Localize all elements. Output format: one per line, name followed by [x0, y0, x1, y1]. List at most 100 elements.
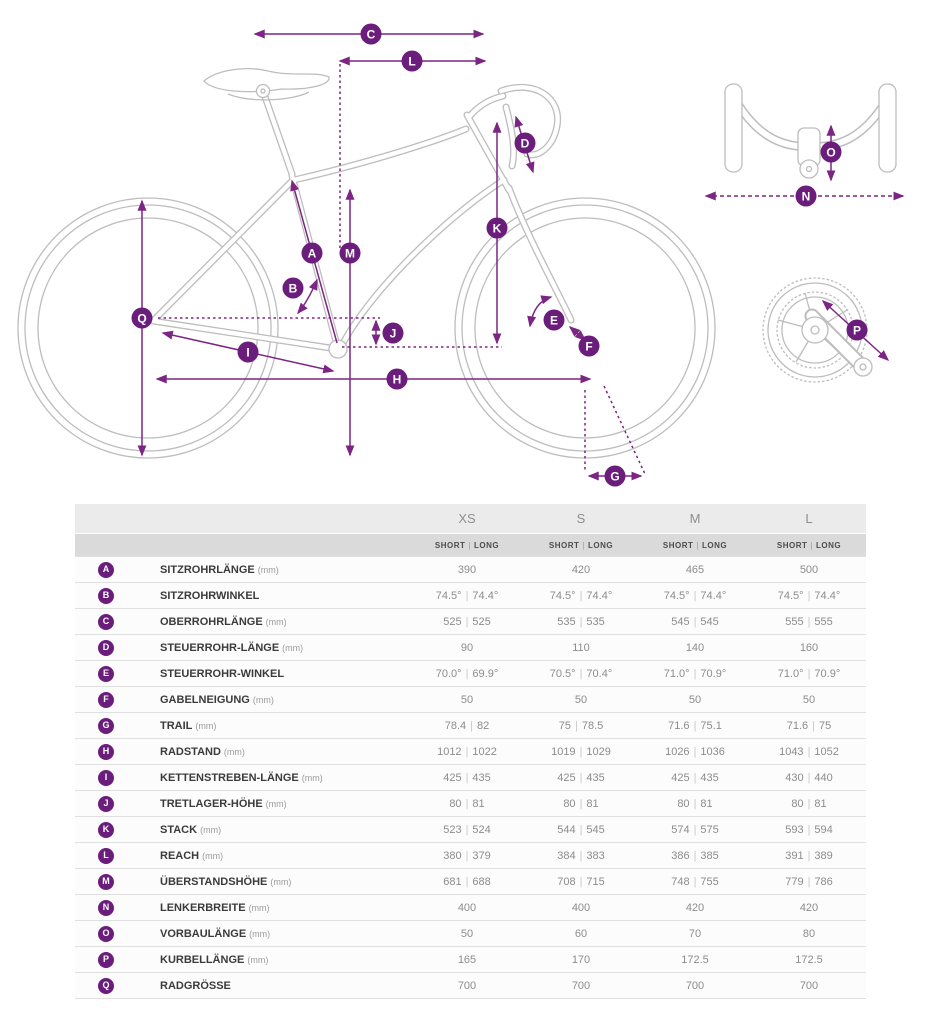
row-label-cell: B SITZROHRWINKEL: [75, 587, 410, 604]
row-letter-badge-Q: Q: [98, 977, 114, 994]
value-cell-K-XS: 523 | 524: [443, 823, 491, 836]
row-letter-badge-D: D: [98, 639, 114, 656]
row-label-cell: O VORBAULÄNGE (mm): [75, 925, 410, 942]
row-label-text: STEUERROHR-WINKEL: [160, 667, 285, 680]
value-cell-A-XS: 390: [457, 563, 477, 576]
table-row-K: K STACK (mm) 523 | 524 544 | 545 574 | 575 593 | 594: [75, 817, 866, 843]
value-cell-K-M: 574 | 575: [671, 823, 719, 836]
diagram-marker-Q: Q: [131, 307, 153, 329]
value-cell-D-XS: 90: [460, 641, 474, 654]
value-cell-B-L: 74.5° | 74.4°: [777, 589, 841, 602]
value-cell-E-XS: 70.0° | 69.9°: [435, 667, 499, 680]
table-row-Q: Q RADGRÖSSE 700 700 700 700: [75, 973, 866, 999]
table-body: A SITZROHRLÄNGE (mm) 390 420 465 500 B SITZROHRW…: [75, 556, 866, 999]
value-cell-L-S: 384 | 383: [557, 849, 605, 862]
value-cell-E-L: 71.0° | 70.9°: [777, 667, 841, 680]
row-letter-badge-C: C: [98, 613, 114, 630]
variant-header-L: SHORT | LONG: [776, 540, 842, 550]
row-unit: (mm): [249, 928, 271, 939]
value-cell-J-XS: 80 | 81: [449, 797, 485, 810]
row-label-text: KETTENSTREBEN-LÄNGE (mm): [160, 771, 323, 784]
value-cell-Q-L: 700: [799, 979, 819, 992]
value-cell-G-L: 71.6 | 75: [786, 719, 832, 732]
variant-header-M: SHORT | LONG: [662, 540, 728, 550]
diagram-marker-N: N: [795, 185, 817, 207]
value-cell-L-L: 391 | 389: [785, 849, 833, 862]
value-cell-F-M: 50: [688, 693, 702, 706]
value-cell-O-S: 60: [574, 927, 588, 940]
bottom-bracket: [328, 339, 348, 359]
row-letter-badge-A: A: [98, 561, 114, 578]
row-unit: (mm): [252, 694, 274, 705]
value-cell-J-L: 80 | 81: [791, 797, 827, 810]
value-cell-I-M: 425 | 435: [671, 771, 719, 784]
row-label-cell: C OBERROHRLÄNGE (mm): [75, 613, 410, 630]
value-cell-J-M: 80 | 81: [677, 797, 713, 810]
table-row-E: E STEUERROHR-WINKEL 70.0° | 69.9° 70.5° | 70.4°…: [75, 661, 866, 687]
table-row-F: F GABELNEIGUNG (mm) 50 50 50 50: [75, 687, 866, 713]
table-row-L: L REACH (mm) 380 | 379 384 | 383 386 | 385 391 | 389: [75, 843, 866, 869]
table-row-J: J TRETLAGER-HÖHE (mm) 80 | 81 80 | 81 80 | 81 80 | 81: [75, 791, 866, 817]
row-unit: (mm): [257, 564, 279, 575]
value-cell-C-XS: 525 | 525: [443, 615, 491, 628]
row-unit: (mm): [265, 798, 287, 809]
row-label-text: RADSTAND (mm): [160, 745, 245, 758]
row-letter-badge-P: P: [98, 951, 114, 968]
value-cell-P-L: 172.5: [795, 953, 823, 966]
row-label-text: SITZROHRLÄNGE (mm): [160, 563, 279, 576]
row-unit: (mm): [301, 772, 323, 783]
row-label-text: TRETLAGER-HÖHE (mm): [160, 797, 287, 810]
diagram-marker-L: L: [401, 50, 423, 72]
value-cell-G-XS: 78.4 | 82: [444, 719, 490, 732]
value-cell-G-M: 71.6 | 75.1: [668, 719, 722, 732]
row-label-text: TRAIL (mm): [160, 719, 217, 732]
table-row-O: O VORBAULÄNGE (mm) 50 60 70 80: [75, 921, 866, 947]
row-unit: (mm): [223, 746, 245, 757]
row-label-cell: H RADSTAND (mm): [75, 743, 410, 760]
row-letter-badge-F: F: [98, 691, 114, 708]
table-row-A: A SITZROHRLÄNGE (mm) 390 420 465 500: [75, 556, 866, 583]
table-row-N: N LENKERBREITE (mm) 400 400 420 420: [75, 895, 866, 921]
table-row-B: B SITZROHRWINKEL 74.5° | 74.4° 74.5° | 74.4° 74.…: [75, 583, 866, 609]
value-cell-E-M: 71.0° | 70.9°: [663, 667, 727, 680]
value-cell-B-XS: 74.5° | 74.4°: [435, 589, 499, 602]
value-cell-H-M: 1026 | 1036: [665, 745, 725, 758]
value-cell-I-L: 430 | 440: [785, 771, 833, 784]
value-cell-D-L: 160: [799, 641, 819, 654]
value-cell-A-L: 500: [799, 563, 819, 576]
diagram-marker-M: M: [339, 242, 361, 264]
value-cell-M-S: 708 | 715: [557, 875, 605, 888]
row-label-text: VORBAULÄNGE (mm): [160, 927, 271, 940]
value-cell-N-L: 420: [799, 901, 819, 914]
row-label-text: KURBELLÄNGE (mm): [160, 953, 269, 966]
diagram-marker-A: A: [301, 242, 323, 264]
row-label-cell: J TRETLAGER-HÖHE (mm): [75, 795, 410, 812]
row-label-text: RADGRÖSSE: [160, 979, 231, 992]
value-cell-B-M: 74.5° | 74.4°: [663, 589, 727, 602]
row-label-cell: F GABELNEIGUNG (mm): [75, 691, 410, 708]
value-cell-H-XS: 1012 | 1022: [437, 745, 497, 758]
diagram-marker-D: D: [514, 132, 536, 154]
row-label-text: STACK (mm): [160, 823, 222, 836]
value-cell-M-M: 748 | 755: [671, 875, 719, 888]
bicycle-side-view: [17, 68, 716, 459]
row-letter-badge-G: G: [98, 717, 114, 734]
row-unit: (mm): [200, 824, 222, 835]
row-label-cell: L REACH (mm): [75, 847, 410, 864]
row-letter-badge-M: M: [98, 873, 114, 890]
value-cell-Q-M: 700: [685, 979, 705, 992]
value-cell-B-S: 74.5° | 74.4°: [549, 589, 613, 602]
value-cell-A-M: 465: [685, 563, 705, 576]
value-cell-M-L: 779 | 786: [785, 875, 833, 888]
value-cell-E-S: 70.5° | 70.4°: [549, 667, 613, 680]
row-unit: (mm): [282, 642, 304, 653]
diagram-marker-F: F: [578, 335, 600, 357]
value-cell-D-S: 110: [572, 641, 590, 654]
row-label-cell: M ÜBERSTANDSHÖHE (mm): [75, 873, 410, 890]
table-row-P: P KURBELLÄNGE (mm) 165 170 172.5 172.5: [75, 947, 866, 973]
table-row-M: M ÜBERSTANDSHÖHE (mm) 681 | 688 708 | 715 748 | 755…: [75, 869, 866, 895]
diagram-marker-G: G: [604, 465, 626, 487]
row-unit: (mm): [195, 720, 217, 731]
size-column-header-XS: XS: [458, 511, 476, 526]
